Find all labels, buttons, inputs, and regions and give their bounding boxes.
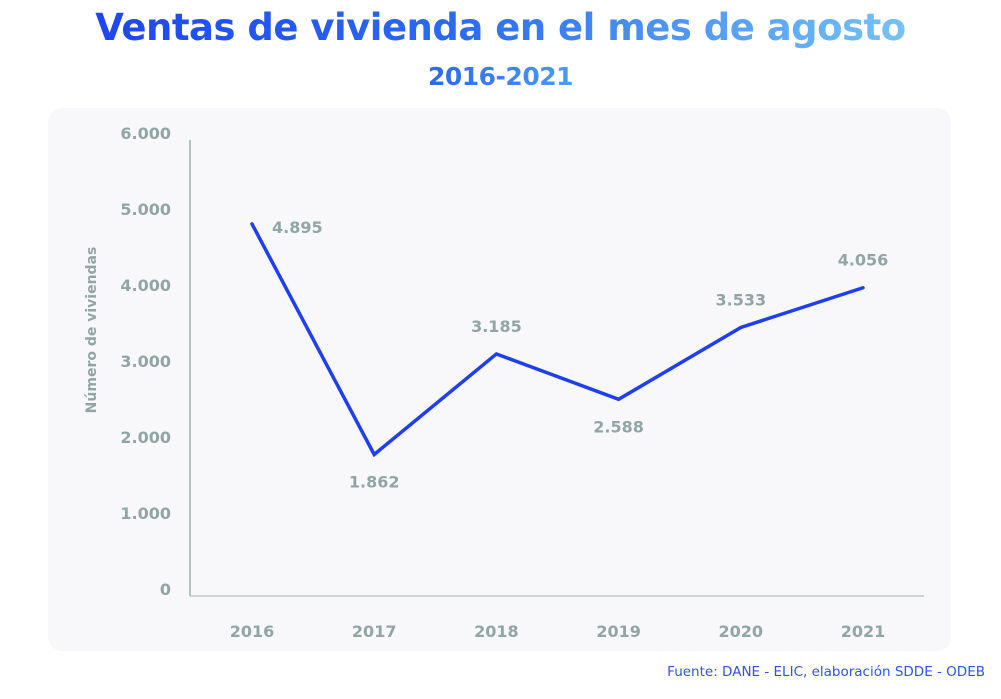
source-note: Fuente: DANE - ELIC, elaboración SDDE - …: [667, 664, 985, 680]
y-tick-label: 5.000: [120, 200, 171, 219]
data-label: 2.588: [593, 417, 644, 436]
data-label: 4.895: [272, 218, 323, 237]
chart-title: Ventas de vivienda en el mes de agosto: [0, 6, 1001, 49]
chart-panel: [48, 108, 951, 651]
series-group: 4.895 1.862 3.185 2.588 3.533 4.056: [250, 218, 889, 491]
y-tick-label: 6.000: [120, 124, 171, 143]
x-tick-label: 2019: [596, 622, 641, 641]
data-label: 1.862: [349, 472, 400, 491]
x-tick-label: 2017: [352, 622, 397, 641]
y-axis-label: Número de viviendas: [84, 247, 100, 414]
x-axis-ticks: 2016 2017 2018 2019 2020 2021: [230, 622, 886, 641]
data-label: 3.185: [471, 317, 522, 336]
chart-subtitle: 2016-2021: [0, 62, 1001, 91]
x-tick-label: 2021: [841, 622, 886, 641]
x-tick-label: 2016: [230, 622, 275, 641]
y-tick-label: 2.000: [120, 428, 171, 447]
y-tick-label: 3.000: [120, 352, 171, 371]
y-tick-label: 1.000: [120, 504, 171, 523]
x-tick-label: 2018: [474, 622, 519, 641]
y-axis-ticks: 0 1.000 2.000 3.000 4.000 5.000 6.000: [120, 124, 171, 599]
series-line: [250, 222, 865, 458]
x-tick-label: 2020: [719, 622, 764, 641]
data-label: 3.533: [715, 290, 766, 309]
y-tick-label: 4.000: [120, 276, 171, 295]
data-label: 4.056: [838, 251, 889, 270]
y-tick-label: 0: [160, 580, 171, 599]
